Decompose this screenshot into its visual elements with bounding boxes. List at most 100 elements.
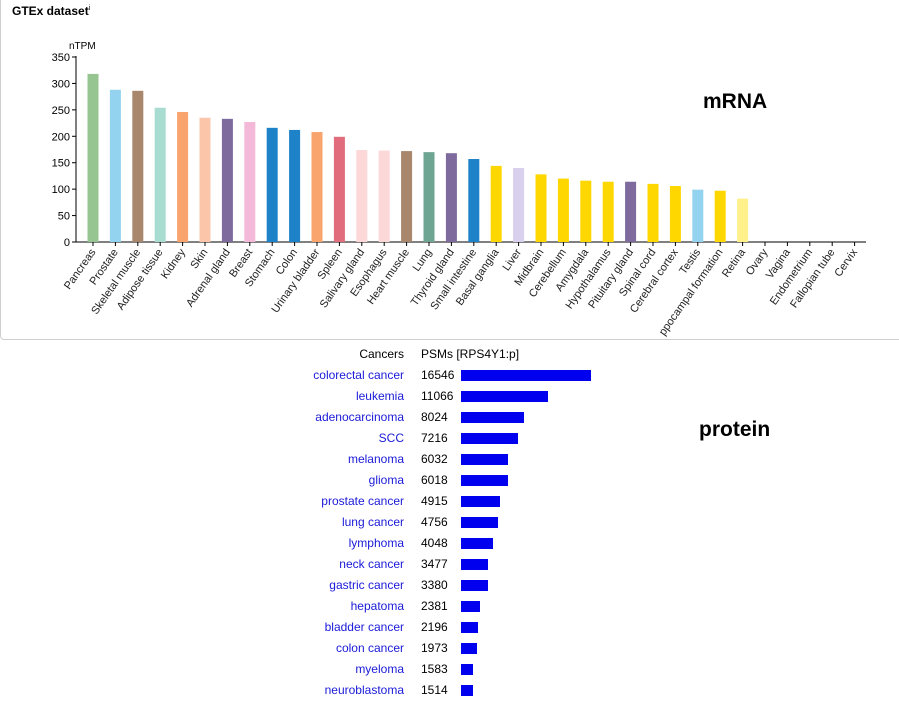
- bar-cerebellum[interactable]: [557, 178, 569, 242]
- psm-bar: [461, 664, 474, 675]
- bar-amygdala[interactable]: [580, 180, 592, 242]
- psm-value: 2196: [421, 620, 448, 634]
- cancer-link[interactable]: neck cancer: [339, 557, 404, 571]
- psm-bar: [461, 622, 479, 633]
- bar-lung[interactable]: [423, 152, 435, 242]
- bar-breast[interactable]: [244, 122, 256, 242]
- psm-value: 4048: [421, 536, 448, 550]
- psm-value: 3380: [421, 578, 448, 592]
- cancers-column-header: Cancers: [359, 347, 404, 361]
- psm-bar: [461, 538, 493, 549]
- bar-basal-ganglia[interactable]: [490, 165, 502, 242]
- table-row: prostate cancer 4915: [0, 491, 899, 512]
- y-tick-label: 300: [52, 78, 70, 90]
- table-row: melanoma 6032: [0, 449, 899, 470]
- bar-adipose-tissue[interactable]: [154, 107, 166, 242]
- bar-pancreas[interactable]: [87, 73, 99, 243]
- gtex-panel: GTEx dataseti nTPM 0 50 100 150 200 250 300 350 P…: [0, 0, 899, 340]
- panel-title-text: GTEx dataset: [12, 4, 89, 18]
- psm-value: 1973: [421, 641, 448, 655]
- bar-heart-muscle[interactable]: [401, 151, 413, 242]
- bar-hippocampal-formation[interactable]: [714, 190, 726, 242]
- cancer-link[interactable]: melanoma: [347, 452, 404, 466]
- bar-midbrain[interactable]: [535, 174, 547, 242]
- bar-esophagus[interactable]: [378, 150, 390, 242]
- bar-small-intestine[interactable]: [468, 159, 480, 242]
- table-row: lung cancer 4756: [0, 512, 899, 533]
- psm-bar: [461, 370, 591, 381]
- protein-label: protein: [699, 418, 771, 441]
- psm-bar: [461, 475, 509, 486]
- bar-salivary-gland[interactable]: [356, 150, 368, 242]
- psm-bar: [461, 454, 509, 465]
- psm-value: 6018: [421, 473, 448, 487]
- y-tick-label: 350: [52, 52, 70, 64]
- cancer-link[interactable]: SCC: [378, 431, 404, 445]
- psm-bar: [461, 643, 477, 654]
- table-row: leukemia 11066: [0, 386, 899, 407]
- bar-adrenal-gland[interactable]: [221, 118, 233, 242]
- bar-hypothalamus[interactable]: [602, 181, 614, 242]
- cancer-link[interactable]: bladder cancer: [324, 620, 404, 634]
- x-tick-label: Skin: [188, 247, 210, 271]
- cancer-link[interactable]: colon cancer: [335, 641, 404, 655]
- bar-colon[interactable]: [289, 129, 301, 242]
- mrna-bar-chart: nTPM050100150200250300350PancreasProstat…: [52, 41, 866, 338]
- bar-thyroid-gland[interactable]: [445, 153, 457, 242]
- bar-spleen[interactable]: [333, 136, 345, 242]
- y-tick-label: 100: [52, 184, 70, 196]
- table-row: colon cancer 1973: [0, 638, 899, 659]
- mrna-label: mRNA: [703, 90, 768, 113]
- psm-bar: [461, 559, 489, 570]
- bar-prostate[interactable]: [109, 89, 121, 243]
- psm-bar: [461, 685, 473, 696]
- psm-bar: [461, 433, 518, 444]
- psm-bar: [461, 496, 500, 507]
- table-row: lymphoma 4048: [0, 533, 899, 554]
- cancer-link[interactable]: prostate cancer: [321, 494, 404, 508]
- bar-kidney[interactable]: [177, 111, 189, 242]
- psm-value: 8024: [421, 410, 448, 424]
- info-icon[interactable]: i: [88, 5, 91, 12]
- bar-liver[interactable]: [513, 168, 525, 242]
- table-row: glioma 6018: [0, 470, 899, 491]
- bar-skeletal-muscle[interactable]: [132, 90, 144, 242]
- psm-bar: [461, 517, 499, 528]
- bar-cerebral-cortex[interactable]: [669, 185, 681, 242]
- psm-bar: [461, 601, 480, 612]
- psm-value: 4915: [421, 494, 448, 508]
- bar-retina[interactable]: [737, 198, 749, 242]
- psm-bar: [461, 580, 488, 591]
- bar-skin[interactable]: [199, 117, 211, 242]
- psm-value: 3477: [421, 557, 448, 571]
- table-row: adenocarcinoma 8024: [0, 407, 899, 428]
- bar-urinary-bladder[interactable]: [311, 132, 323, 242]
- y-tick-label: 150: [52, 158, 70, 170]
- psm-value: 6032: [421, 452, 448, 466]
- cancer-link[interactable]: glioma: [368, 473, 404, 487]
- table-row: bladder cancer 2196: [0, 617, 899, 638]
- y-tick-label: 250: [52, 105, 70, 117]
- bar-pituitary-gland[interactable]: [625, 181, 637, 242]
- psm-value: 16546: [421, 368, 455, 382]
- bar-stomach[interactable]: [266, 127, 278, 242]
- cancer-link[interactable]: colorectal cancer: [313, 368, 404, 382]
- psm-value: 2381: [421, 599, 448, 613]
- panel-title: GTEx dataseti: [12, 4, 90, 18]
- cancer-link[interactable]: gastric cancer: [329, 578, 404, 592]
- bar-testis[interactable]: [692, 189, 704, 242]
- cancer-link[interactable]: adenocarcinoma: [315, 410, 404, 424]
- table-row: neck cancer 3477: [0, 554, 899, 575]
- cancer-link[interactable]: neuroblastoma: [324, 683, 404, 697]
- table-row: gastric cancer 3380: [0, 575, 899, 596]
- bar-spinal-cord[interactable]: [647, 183, 659, 242]
- cancer-link[interactable]: leukemia: [355, 389, 404, 403]
- psm-value: 4756: [421, 515, 448, 529]
- y-axis-label: nTPM: [69, 41, 96, 52]
- cancer-link[interactable]: myeloma: [355, 662, 404, 676]
- table-row: neuroblastoma 1514: [0, 680, 899, 701]
- cancer-link[interactable]: lung cancer: [341, 515, 404, 529]
- psm-value: 1514: [421, 683, 448, 697]
- cancer-link[interactable]: lymphoma: [348, 536, 404, 550]
- cancer-link[interactable]: hepatoma: [350, 599, 404, 613]
